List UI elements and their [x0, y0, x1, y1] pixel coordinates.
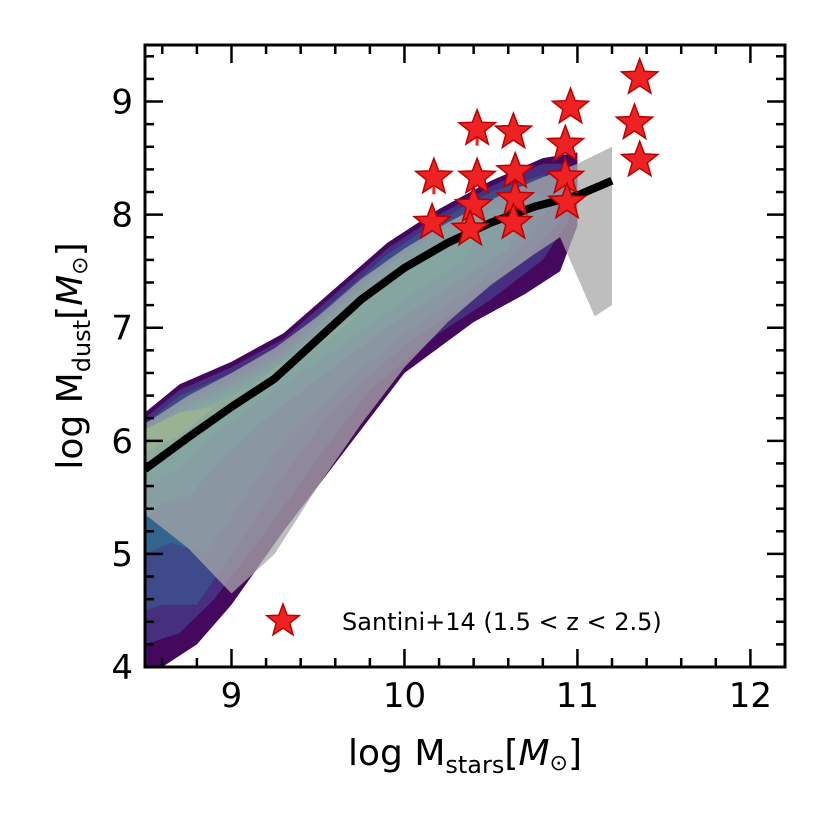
- scatter-band: [145, 146, 612, 594]
- median-line: [145, 177, 614, 473]
- x-tick-label: 12: [729, 676, 772, 716]
- median-line-layer: [145, 177, 614, 473]
- observation-star: [456, 107, 498, 146]
- y-tick-label: 4: [111, 648, 133, 688]
- observation-star: [493, 201, 534, 240]
- scatter-band-layer: [145, 146, 612, 594]
- observation-star: [619, 56, 660, 95]
- observation-star: [550, 86, 591, 125]
- observation-star: [412, 201, 453, 240]
- y-tick-label: 5: [111, 535, 133, 575]
- y-axis-label: log Mdust[M⊙]: [50, 242, 96, 469]
- legend-star-marker: [264, 601, 302, 637]
- observation-points: [412, 56, 660, 247]
- y-tick-label: 8: [111, 196, 133, 236]
- observation-star: [456, 156, 498, 195]
- plot-frame: [143, 43, 787, 669]
- y-tick-label: 9: [111, 83, 133, 123]
- observation-star: [546, 181, 588, 220]
- legend: Santini+14 (1.5 < z < 2.5): [264, 601, 662, 637]
- legend-label: Santini+14 (1.5 < z < 2.5): [342, 608, 662, 636]
- observation-star: [545, 156, 586, 195]
- observation-star: [413, 156, 454, 195]
- x-axis-label: log Mstars[M⊙]: [348, 733, 582, 779]
- x-tick-label: 9: [221, 676, 243, 716]
- x-tick-label: 11: [556, 676, 599, 716]
- observation-star: [619, 139, 660, 178]
- observation-star: [493, 110, 534, 150]
- observation-star: [453, 184, 494, 223]
- x-tick-label: 10: [383, 676, 426, 716]
- y-tick-label: 6: [111, 422, 133, 462]
- observation-star: [545, 123, 586, 162]
- observation-star: [614, 101, 655, 141]
- observation-star: [450, 208, 491, 247]
- tick-labels: 9 10 11 12 4 5 6 7 8 9: [111, 83, 772, 716]
- y-tick-label: 7: [111, 309, 133, 349]
